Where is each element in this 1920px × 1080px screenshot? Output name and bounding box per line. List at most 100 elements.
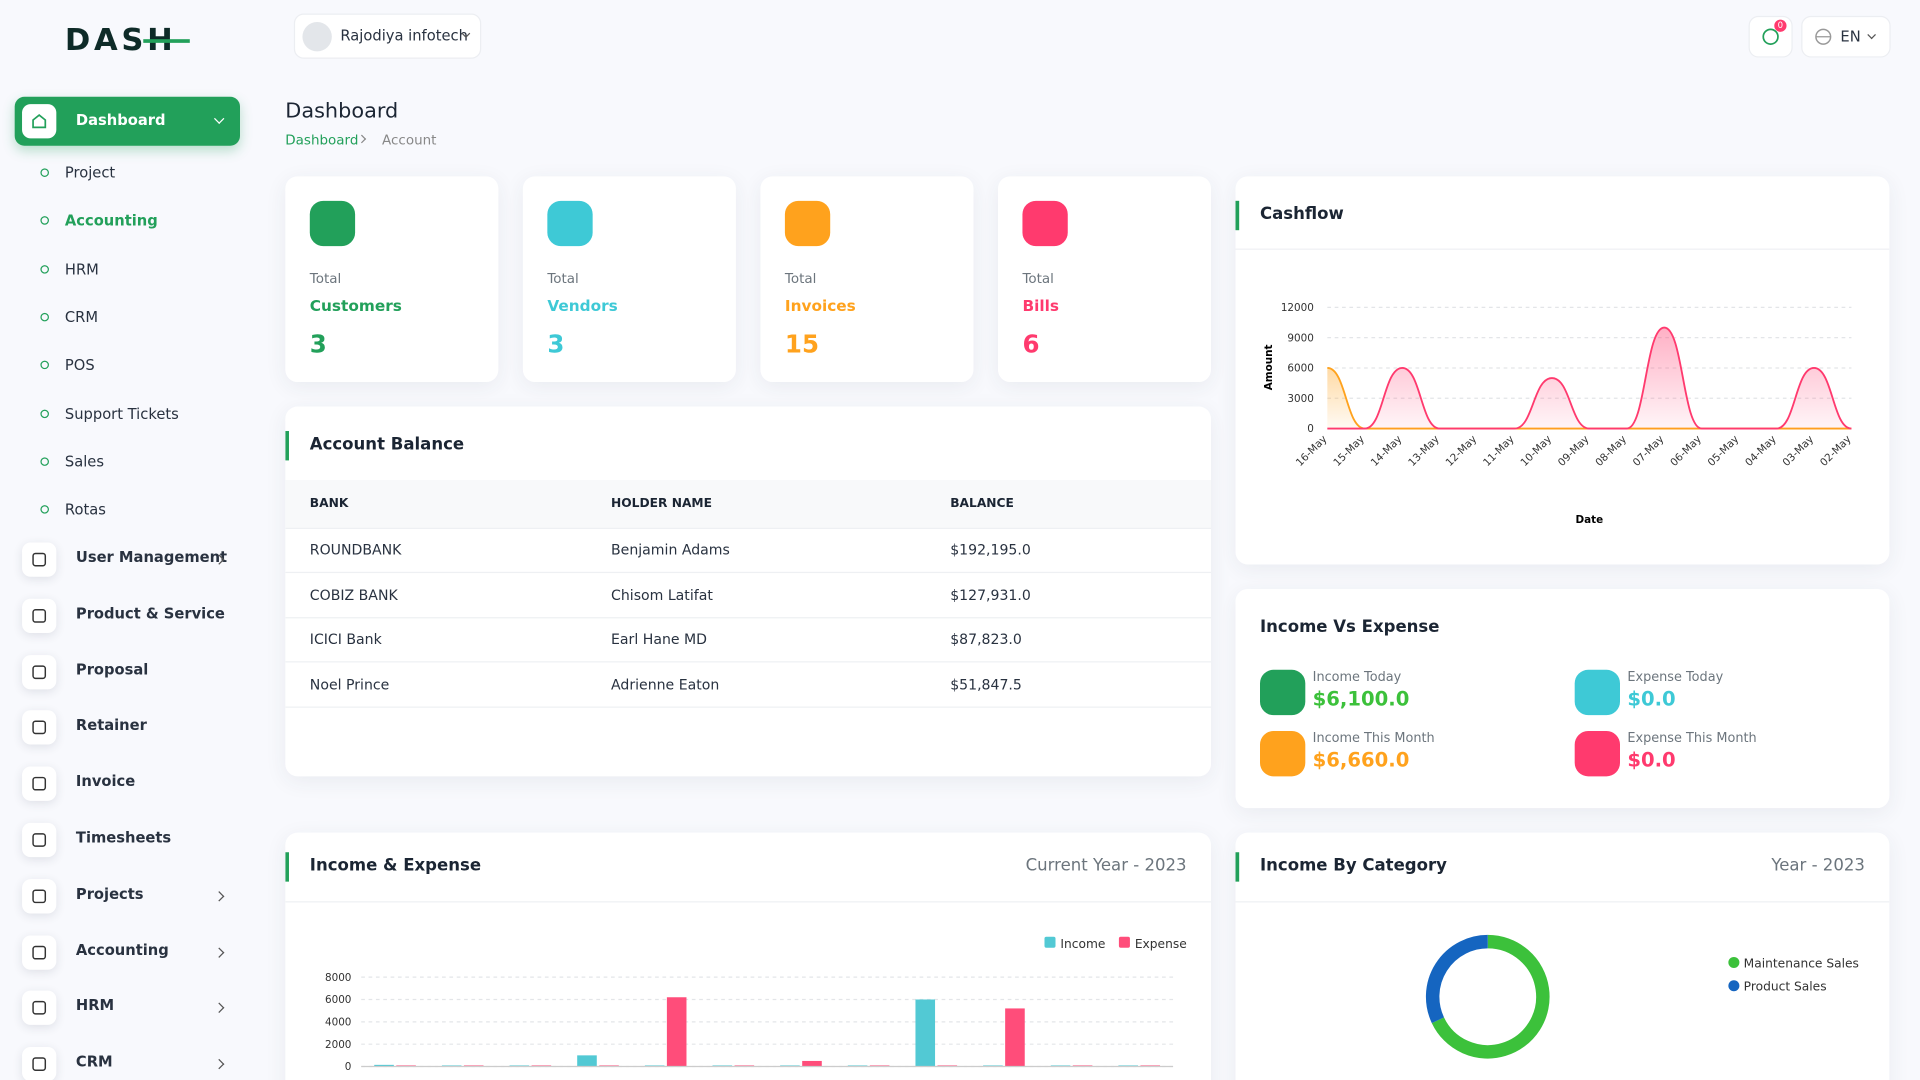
stat-card: Total Vendors 3 bbox=[522, 176, 736, 383]
accent-bar bbox=[1235, 200, 1240, 231]
icon-shape bbox=[32, 552, 47, 567]
menu-item[interactable]: CRM bbox=[75, 1053, 113, 1071]
submenu-item[interactable]: POS bbox=[64, 356, 95, 374]
home-icon bbox=[32, 114, 47, 129]
stat-value: 3 bbox=[309, 329, 327, 359]
icon bbox=[32, 664, 47, 679]
icon bbox=[32, 552, 47, 567]
stat-icon bbox=[309, 200, 356, 247]
stat-icon bbox=[784, 200, 831, 247]
submenu-dot bbox=[40, 457, 49, 466]
stat-value: 6 bbox=[1022, 329, 1040, 359]
stat-value: 15 bbox=[784, 329, 819, 359]
language-dropdown[interactable]: EN bbox=[1801, 15, 1891, 58]
chevron bbox=[213, 1003, 225, 1014]
submenu-item[interactable]: Support Tickets bbox=[64, 404, 179, 422]
menu-item[interactable]: Product & Service bbox=[75, 604, 225, 622]
stat-card: Total Invoices 15 bbox=[760, 176, 974, 383]
submenu-dot bbox=[40, 168, 49, 177]
breadcrumb-link[interactable]: Dashboard bbox=[285, 132, 359, 149]
chevron bbox=[1867, 30, 1876, 40]
item-value: $0.0 bbox=[1627, 748, 1676, 772]
menu-icon bbox=[22, 878, 57, 914]
item-icon bbox=[1574, 731, 1620, 777]
menu-icon bbox=[22, 1047, 57, 1080]
icon bbox=[32, 833, 47, 847]
accent-bar bbox=[285, 431, 289, 461]
icon-shape bbox=[32, 608, 47, 623]
breadcrumb-current: Account bbox=[382, 132, 437, 149]
messages-button[interactable]: 0 bbox=[1748, 15, 1793, 58]
submenu-dot bbox=[40, 216, 49, 226]
icon bbox=[32, 889, 47, 903]
table-cell: ROUNDBANK bbox=[309, 541, 402, 559]
submenu-item[interactable]: Accounting bbox=[64, 212, 158, 230]
language: EN bbox=[1840, 28, 1861, 46]
table-cell: Chisom Latifat bbox=[611, 585, 713, 604]
item-value: $6,100.0 bbox=[1312, 686, 1410, 711]
chevron bbox=[213, 890, 225, 902]
table-header bbox=[285, 480, 1212, 529]
table-cell: $51,847.5 bbox=[950, 675, 1022, 693]
divider bbox=[1235, 248, 1890, 250]
submenu-dot bbox=[40, 408, 49, 418]
active-menu[interactable]: Dashboard bbox=[14, 96, 240, 146]
menu-item[interactable]: Proposal bbox=[75, 660, 149, 678]
table-cell: $192,195.0 bbox=[950, 541, 1031, 559]
card-title: Account Balance bbox=[309, 434, 465, 455]
income-expense-card: Income & Expense Current Year - 2023 bbox=[285, 832, 1212, 1080]
stat-name: Customers bbox=[309, 296, 402, 315]
company-name: Rajodiya infotech bbox=[340, 26, 468, 45]
accent-bar bbox=[1235, 852, 1240, 882]
card-title: Income & Expense bbox=[309, 855, 482, 876]
stat-name: Bills bbox=[1022, 296, 1059, 315]
menu-item[interactable]: Projects bbox=[75, 885, 144, 903]
item-icon bbox=[1260, 731, 1306, 777]
menu-item[interactable]: HRM bbox=[75, 997, 115, 1015]
submenu-item[interactable]: CRM bbox=[64, 308, 99, 326]
icon bbox=[32, 608, 47, 623]
card-title: Cashflow bbox=[1260, 204, 1344, 225]
table-cell: Noel Prince bbox=[309, 675, 390, 693]
menu-item[interactable]: Invoice bbox=[75, 772, 136, 791]
icon-shape bbox=[32, 945, 47, 960]
stat-label: Total bbox=[1022, 270, 1054, 287]
income-vs-expense-card: Income Vs Expense Income Today $6,100.0 Ex… bbox=[1235, 588, 1890, 809]
menu-item[interactable]: Timesheets bbox=[75, 828, 172, 847]
menu-icon bbox=[22, 598, 57, 633]
stat-card: Total Customers 3 bbox=[285, 176, 499, 383]
menu-text: Dashboard bbox=[75, 111, 166, 129]
table-cell: ICICI Bank bbox=[309, 630, 382, 648]
table-cell: COBIZ BANK bbox=[309, 585, 398, 604]
submenu-item[interactable]: Sales bbox=[64, 452, 105, 470]
menu-item[interactable]: Accounting bbox=[75, 941, 169, 959]
icon-shape bbox=[32, 833, 47, 847]
chevron bbox=[213, 113, 225, 124]
company-dropdown[interactable]: Rajodiya infotech bbox=[293, 13, 482, 59]
icon-shape bbox=[32, 889, 47, 903]
menu-item[interactable]: Retainer bbox=[75, 716, 147, 734]
stat-name: Vendors bbox=[547, 296, 618, 315]
submenu-item[interactable]: Rotas bbox=[64, 500, 106, 519]
icon-shape bbox=[32, 720, 47, 735]
stat-label: Total bbox=[309, 270, 342, 287]
submenu-item[interactable]: HRM bbox=[64, 260, 99, 278]
item-value: $6,660.0 bbox=[1312, 748, 1410, 772]
menu-icon bbox=[22, 766, 57, 802]
row-divider bbox=[285, 705, 1212, 708]
icon bbox=[32, 777, 47, 791]
menu-item[interactable]: User Management bbox=[75, 548, 228, 566]
submenu-item[interactable]: Project bbox=[64, 164, 116, 182]
icon-shape bbox=[32, 1057, 47, 1072]
menu-icon bbox=[22, 710, 57, 745]
submenu-dot bbox=[40, 360, 49, 370]
icon bbox=[32, 1057, 47, 1072]
submenu-dot bbox=[40, 264, 49, 274]
table-cell: Earl Hane MD bbox=[611, 630, 708, 648]
notification-badge: 0 bbox=[1774, 19, 1787, 32]
avatar bbox=[302, 22, 332, 52]
item-value: $0.0 bbox=[1627, 686, 1676, 711]
